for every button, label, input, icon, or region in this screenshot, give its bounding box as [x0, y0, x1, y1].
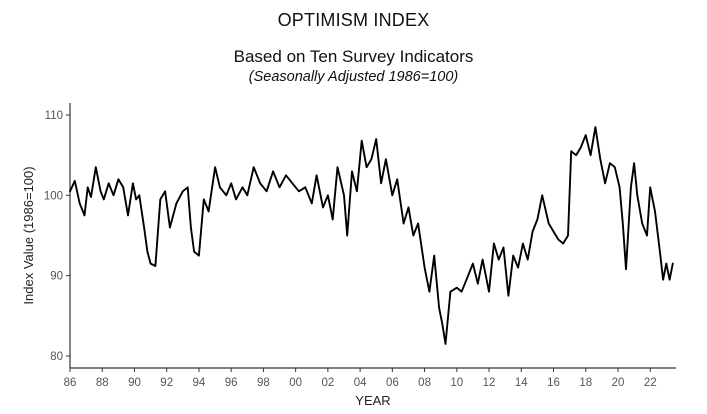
- y-tick-label: 80: [50, 351, 63, 363]
- x-tick-label: 90: [128, 377, 141, 389]
- x-tick-label: 96: [225, 377, 238, 389]
- x-tick-label: 14: [515, 377, 528, 389]
- x-tick-label: 86: [64, 377, 77, 389]
- optimism-index-line: [69, 126, 674, 345]
- x-tick-label: 20: [612, 377, 625, 389]
- chart-title: OPTIMISM INDEX: [277, 10, 430, 30]
- y-axis: 80 90 100 110: [44, 103, 71, 368]
- x-tick-label: 16: [547, 377, 560, 389]
- x-tick-label: 88: [96, 377, 109, 389]
- x-tick-label: 94: [193, 377, 206, 389]
- y-tick-label: 90: [50, 271, 63, 283]
- x-tick-label: 98: [257, 377, 270, 389]
- x-tick-label: 04: [354, 377, 367, 389]
- y-tick-label: 100: [44, 190, 63, 202]
- chart-subtitle-note: (Seasonally Adjusted 1986=100): [248, 69, 459, 85]
- x-tick-label: 18: [579, 377, 592, 389]
- y-tick-label: 110: [45, 110, 63, 122]
- x-tick-label: 22: [644, 377, 657, 389]
- x-tick-label: 02: [321, 377, 334, 389]
- x-tick-label: 08: [418, 377, 431, 389]
- x-tick-label: 06: [386, 377, 399, 389]
- x-axis-label: YEAR: [355, 393, 390, 408]
- y-axis-label: Index Value (1986=100): [21, 166, 36, 304]
- x-tick-label: 92: [160, 377, 173, 389]
- series-layer: [69, 126, 674, 345]
- x-axis: 86 88 90 92 94 96 98 00 02 04 06 08 10 12 14 16 18 20 22: [64, 367, 676, 389]
- x-tick-label: 00: [289, 377, 302, 389]
- chart-subtitle: Based on Ten Survey Indicators: [233, 47, 474, 66]
- x-tick-label: 10: [450, 377, 463, 389]
- x-tick-label: 12: [483, 377, 496, 389]
